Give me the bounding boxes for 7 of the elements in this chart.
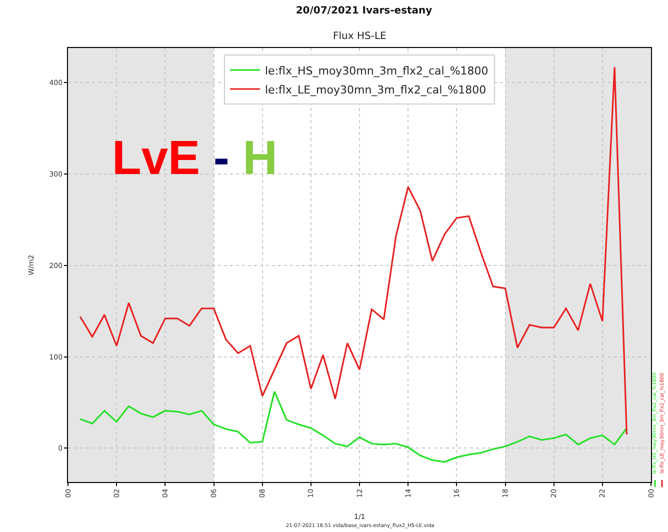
legend-label: le:flx_LE_moy30mn_3m_flx2_cal_%1800 — [265, 83, 486, 96]
legend-label: le:flx_HS_moy30mn_3m_flx2_cal_%1800 — [265, 64, 488, 78]
chart-title: 20/07/2021 Ivars-estany — [296, 6, 433, 16]
line-series — [79, 66, 628, 436]
line-series — [79, 390, 628, 463]
annotation: LvE - H — [112, 132, 278, 185]
chart-subtitle: Flux HS-LE — [333, 31, 386, 42]
